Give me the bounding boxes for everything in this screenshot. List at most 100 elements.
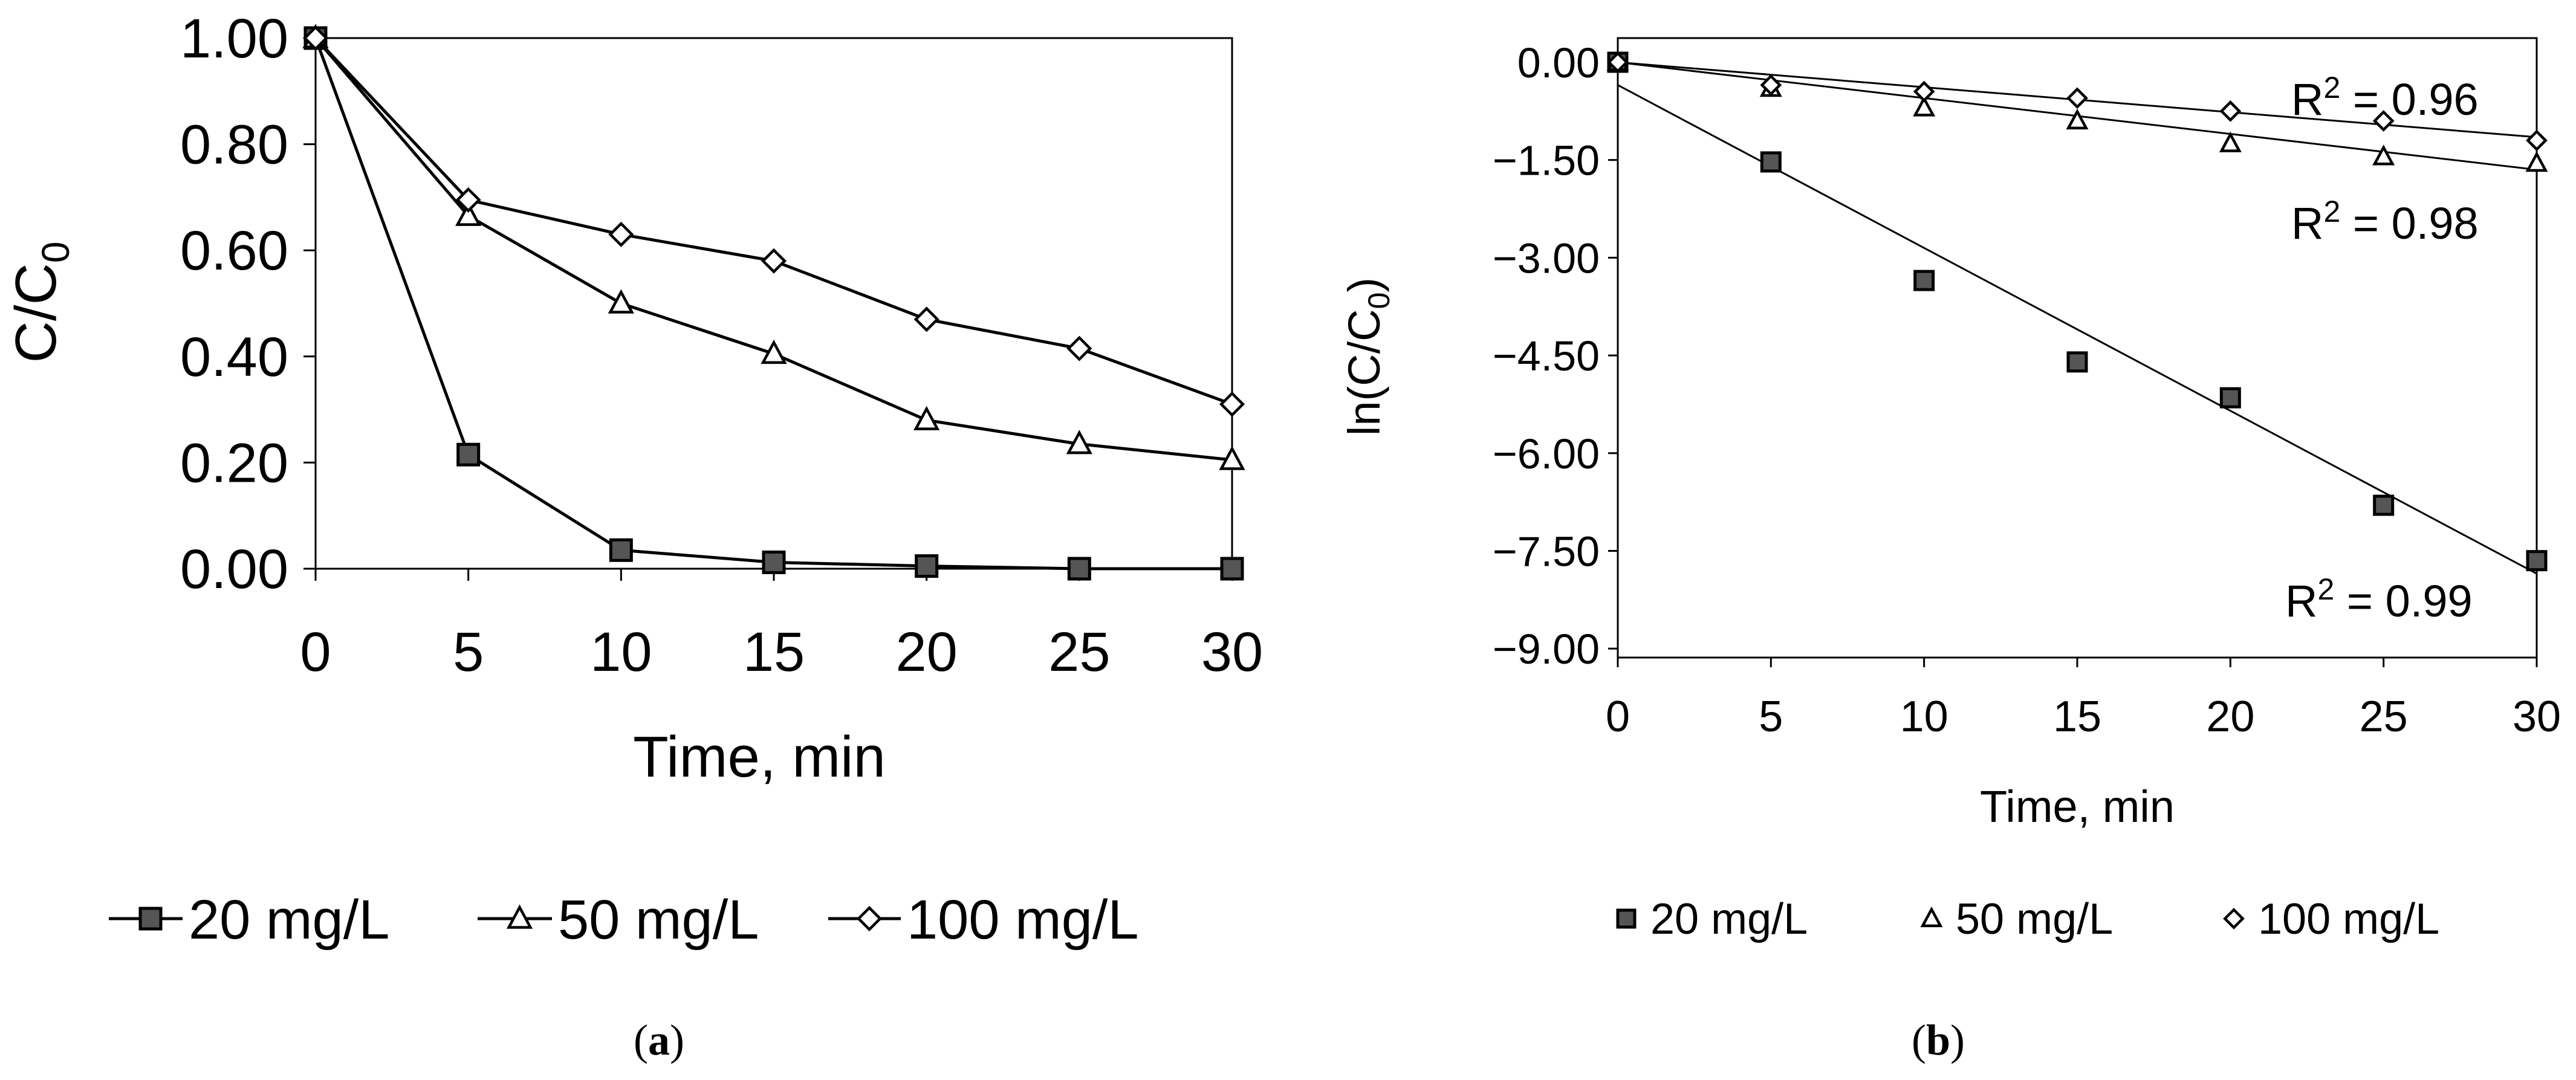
panel-a-data-point xyxy=(913,406,940,430)
panel-b-data-point xyxy=(2066,108,2089,130)
panel-a-data-point xyxy=(608,289,634,314)
panel-a-caption-letter: a xyxy=(648,1016,670,1064)
panel-a-x-axis-label: Time, min xyxy=(633,725,886,789)
panel-b-legend-marker xyxy=(1616,908,1637,929)
panel-a-data-point xyxy=(1066,335,1092,361)
panel-a-y-axis-label-subscript: 0 xyxy=(34,242,77,264)
panel-b-x-tick-label: 20 xyxy=(2206,693,2254,741)
panel-a-data-point xyxy=(455,187,481,213)
panel-b-y-axis-label: ln(C/C0) xyxy=(1339,277,1396,436)
panel-a-y-tick-label: 0.20 xyxy=(180,432,288,494)
panel-b-data-point xyxy=(2373,494,2395,516)
panel-a-data-point xyxy=(608,221,634,247)
panel-a-y-tick-label: 0.00 xyxy=(180,538,288,600)
panel-b-y-tick-label: −3.00 xyxy=(1493,234,1600,282)
panel-a-data-point xyxy=(302,25,329,51)
panel-b-legend-label: 20 mg/L xyxy=(1650,895,1808,943)
panel-a-y-axis-label-main: C/C xyxy=(4,263,68,363)
panel-b-x-tick-label: 15 xyxy=(2053,693,2101,741)
panel-b-x-tick-label: 0 xyxy=(1606,693,1630,741)
panel-b-r2-label: R2 = 0.98 xyxy=(2291,195,2479,248)
panel-a-y-tick-label: 0.40 xyxy=(180,326,288,388)
panel-b-data-point xyxy=(1913,80,1935,103)
panel-a-caption: (a) xyxy=(634,1016,684,1064)
panel-a-data-point xyxy=(913,306,939,332)
panel-b-r2-label: R2 = 0.99 xyxy=(2285,572,2473,626)
panel-b-data-point xyxy=(2219,387,2241,409)
panel-b-data-point xyxy=(2219,100,2242,122)
panel-a-data-point xyxy=(456,442,481,467)
panel-b-data-point xyxy=(2066,351,2088,373)
panel-b-legend-marker xyxy=(1920,906,1943,928)
panel-a-y-axis-label: C/C0 xyxy=(4,242,77,363)
panel-a-data-point xyxy=(1219,445,1245,470)
panel-b-y-tick-label: −1.50 xyxy=(1493,137,1600,184)
panel-b-legend-label: 100 mg/L xyxy=(2258,895,2439,943)
panel-a-legend-label: 20 mg/L xyxy=(189,889,389,951)
panel-a-legend-label: 50 mg/L xyxy=(558,889,759,951)
panel-b-x-tick-label: 5 xyxy=(1759,693,1783,741)
panel-b-y-tick-label: −9.00 xyxy=(1493,626,1600,673)
panel-a-data-point xyxy=(455,201,482,226)
panel-b-r2-annotations: R2 = 0.99 R2 = 0.98 R2 = 0.96 xyxy=(2285,71,2479,626)
panel-a-data-point xyxy=(1067,557,1091,581)
panel-b-y-axis-label-main: ln(C/C xyxy=(1339,309,1389,436)
panel-a-legend-label: 100 mg/L xyxy=(907,889,1139,951)
panel-a-legend-marker xyxy=(138,907,163,931)
panel-a-series-diamond xyxy=(302,25,1245,417)
panel-a-series xyxy=(302,24,1245,581)
panel-b-y-axis-label-close: ) xyxy=(1339,277,1389,293)
panel-b-y-tick-labels: 0.00 −1.50 −3.00 −4.50 −6.00 −7.50 −9.00 xyxy=(1493,39,1600,673)
panel-b-data-point xyxy=(2525,150,2548,172)
panel-b-series-diamond xyxy=(1607,51,2548,152)
panel-a-x-tick-label: 25 xyxy=(1048,621,1110,683)
panel-a-data-point xyxy=(761,339,787,364)
panel-b-data-point xyxy=(2066,87,2088,109)
panel-b-y-tick-label: −7.50 xyxy=(1493,528,1600,575)
panel-a-y-tick-label: 0.60 xyxy=(180,220,288,282)
panel-b-legend-marker xyxy=(2223,908,2245,930)
panel-a-x-tick-label: 30 xyxy=(1201,621,1263,683)
panel-a-x-tick-label: 20 xyxy=(895,621,957,683)
panel-b-legend: 20 mg/L 50 mg/L 100 mg/L xyxy=(1616,895,2439,943)
panel-b-data-point xyxy=(2219,131,2242,152)
panel-a-legend-marker xyxy=(506,904,533,929)
panel-a-data-point xyxy=(1066,430,1092,454)
panel-a-x-tick-label: 5 xyxy=(453,621,484,683)
panel-b-series xyxy=(1606,50,2548,572)
panel-a-chart: 0.00 0.20 0.40 0.60 0.80 1.00 0 5 10 15 20 25 30 Ti… xyxy=(4,8,1263,1064)
panel-b-data-point xyxy=(1760,74,1782,96)
panel-a-data-point xyxy=(762,550,786,574)
panel-b-x-axis-label: Time, min xyxy=(1980,781,2175,832)
panel-a-data-point xyxy=(915,554,939,578)
panel-a-y-tick-labels: 0.00 0.20 0.40 0.60 0.80 1.00 xyxy=(180,8,288,600)
panel-a-legend: 20 mg/L 50 mg/L 100 mg/L xyxy=(109,889,1139,951)
panel-a-data-point xyxy=(1220,557,1244,581)
panel-a-x-tick-label: 10 xyxy=(590,621,652,683)
panel-b-x-tick-label: 25 xyxy=(2360,693,2408,741)
panel-b-data-point xyxy=(2372,110,2395,132)
panel-b-x-tick-label: 10 xyxy=(1900,693,1948,741)
panel-a-data-point xyxy=(609,538,633,562)
panel-a-data-point xyxy=(1219,391,1245,417)
panel-a-x-tick-label: 15 xyxy=(743,621,805,683)
panel-b-y-tick-label: 0.00 xyxy=(1517,39,1600,86)
panel-a-data-point xyxy=(761,248,787,274)
panel-b-data-point xyxy=(1760,151,1782,173)
panel-b-caption: (b) xyxy=(1912,1016,1965,1064)
panel-b-data-point xyxy=(1913,270,1935,291)
panel-a-x-tick-labels: 0 5 10 15 20 25 30 xyxy=(300,621,1263,683)
panel-b-data-point xyxy=(2526,550,2548,572)
panel-b-y-tick-label: −4.50 xyxy=(1493,332,1600,380)
panel-a-y-tick-label: 0.80 xyxy=(180,114,288,176)
panel-a-x-tick-label: 0 xyxy=(300,621,331,683)
panel-b-data-point xyxy=(1607,51,1629,73)
panel-b-caption-letter: b xyxy=(1926,1016,1950,1064)
panel-a-y-tick-label: 1.00 xyxy=(180,8,288,70)
panel-b-data-point xyxy=(2526,129,2548,152)
panel-b-x-tick-label: 30 xyxy=(2513,693,2561,741)
panel-b-chart: 0.00 −1.50 −3.00 −4.50 −6.00 −7.50 −9.00 0 5 10 1… xyxy=(1339,37,2561,1064)
panel-b-y-tick-label: −6.00 xyxy=(1493,430,1600,477)
